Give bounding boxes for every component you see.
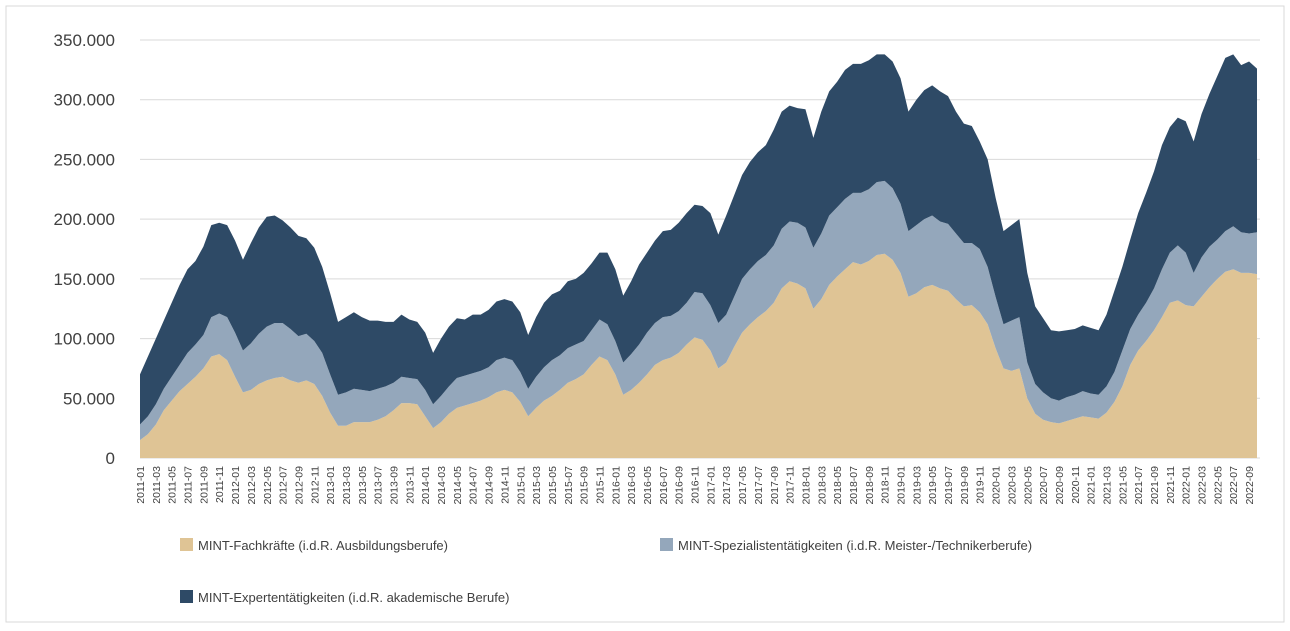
x-tick-label: 2011-07 bbox=[183, 466, 195, 504]
x-tick-label: 2014-07 bbox=[468, 466, 480, 505]
x-tick-label: 2017-03 bbox=[721, 466, 733, 505]
x-tick-label: 2018-07 bbox=[848, 466, 860, 505]
y-tick-label: 250.000 bbox=[54, 150, 115, 169]
x-tick-label: 2019-03 bbox=[911, 466, 923, 505]
x-tick-label: 2022-07 bbox=[1228, 466, 1240, 505]
x-tick-label: 2019-09 bbox=[959, 466, 971, 505]
x-tick-label: 2021-01 bbox=[1086, 466, 1098, 505]
x-tick-label: 2012-11 bbox=[309, 466, 321, 504]
x-tick-label: 2017-09 bbox=[769, 466, 781, 505]
x-tick-label: 2017-11 bbox=[785, 466, 797, 504]
x-tick-label: 2015-07 bbox=[563, 466, 575, 505]
x-tick-label: 2015-01 bbox=[515, 466, 527, 505]
x-tick-label: 2012-07 bbox=[278, 466, 290, 505]
x-tick-label: 2011-01 bbox=[135, 466, 147, 504]
x-tick-label: 2012-03 bbox=[246, 466, 258, 505]
x-tick-label: 2022-01 bbox=[1181, 466, 1193, 505]
x-tick-label: 2019-05 bbox=[927, 466, 939, 505]
x-tick-label: 2018-01 bbox=[800, 466, 812, 505]
y-tick-label: 50.000 bbox=[63, 389, 115, 408]
x-tick-label: 2016-07 bbox=[658, 466, 670, 505]
x-tick-label: 2021-05 bbox=[1117, 466, 1129, 505]
x-tick-label: 2021-03 bbox=[1101, 466, 1113, 505]
y-tick-label: 0 bbox=[106, 449, 115, 468]
x-tick-label: 2012-05 bbox=[262, 466, 274, 505]
x-tick-label: 2021-09 bbox=[1149, 466, 1161, 505]
x-tick-label: 2022-09 bbox=[1244, 466, 1256, 505]
x-tick-label: 2015-11 bbox=[594, 466, 606, 504]
x-tick-label: 2014-03 bbox=[436, 466, 448, 505]
x-tick-label: 2022-03 bbox=[1197, 466, 1209, 505]
x-tick-label: 2020-07 bbox=[1038, 466, 1050, 505]
x-tick-label: 2018-11 bbox=[880, 466, 892, 504]
legend-label: MINT-Spezialistentätigkeiten (i.d.R. Mei… bbox=[678, 538, 1032, 553]
x-tick-label: 2020-05 bbox=[1022, 466, 1034, 505]
x-tick-label: 2018-05 bbox=[832, 466, 844, 505]
x-tick-label: 2020-09 bbox=[1054, 466, 1066, 505]
x-tick-label: 2020-03 bbox=[1006, 466, 1018, 505]
y-tick-label: 350.000 bbox=[54, 31, 115, 50]
x-tick-label: 2011-03 bbox=[151, 466, 163, 504]
y-tick-label: 300.000 bbox=[54, 91, 115, 110]
x-tick-label: 2013-05 bbox=[357, 466, 369, 505]
x-tick-label: 2017-01 bbox=[705, 466, 717, 505]
x-tick-label: 2018-03 bbox=[816, 466, 828, 505]
area bbox=[140, 54, 1257, 425]
x-tick-label: 2013-07 bbox=[373, 466, 385, 505]
x-tick-label: 2011-11 bbox=[214, 466, 226, 503]
x-tick-label: 2014-09 bbox=[484, 466, 496, 505]
legend-label: MINT-Fachkräfte (i.d.R. Ausbildungsberuf… bbox=[198, 538, 448, 553]
x-tick-label: 2012-09 bbox=[293, 466, 305, 505]
x-tick-label: 2016-01 bbox=[610, 466, 622, 505]
x-tick-label: 2013-01 bbox=[325, 466, 337, 505]
x-tick-label: 2019-11 bbox=[975, 466, 987, 504]
x-tick-label: 2016-09 bbox=[674, 466, 686, 505]
x-tick-label: 2017-07 bbox=[753, 466, 765, 505]
x-tick-label: 2020-01 bbox=[991, 466, 1003, 505]
x-tick-label: 2015-05 bbox=[547, 466, 559, 505]
x-tick-label: 2011-05 bbox=[167, 466, 179, 504]
x-tick-label: 2016-11 bbox=[690, 466, 702, 504]
legend-swatch bbox=[180, 538, 193, 551]
x-tick-label: 2020-11 bbox=[1070, 466, 1082, 504]
legend-swatch bbox=[660, 538, 673, 551]
x-tick-label: 2021-11 bbox=[1165, 466, 1177, 504]
area bbox=[140, 253, 1257, 458]
area bbox=[140, 180, 1257, 441]
x-tick-label: 2011-09 bbox=[198, 466, 210, 504]
x-tick-label: 2019-07 bbox=[943, 466, 955, 505]
x-tick-label: 2015-09 bbox=[579, 466, 591, 505]
x-tick-label: 2013-09 bbox=[389, 466, 401, 505]
y-tick-label: 150.000 bbox=[54, 270, 115, 289]
y-tick-label: 200.000 bbox=[54, 210, 115, 229]
x-tick-label: 2012-01 bbox=[230, 466, 242, 505]
x-tick-label: 2016-03 bbox=[626, 466, 638, 505]
y-tick-label: 100.000 bbox=[54, 330, 115, 349]
x-tick-label: 2021-07 bbox=[1133, 466, 1145, 505]
x-tick-label: 2017-05 bbox=[737, 466, 749, 505]
chart-border bbox=[5, 5, 1285, 623]
x-tick-label: 2014-11 bbox=[499, 466, 511, 504]
x-tick-label: 2022-05 bbox=[1212, 466, 1224, 505]
x-tick-label: 2019-01 bbox=[896, 466, 908, 505]
legend-swatch bbox=[180, 590, 193, 603]
x-tick-label: 2014-05 bbox=[452, 466, 464, 505]
x-tick-label: 2016-05 bbox=[642, 466, 654, 505]
legend-label: MINT-Expertentätigkeiten (i.d.R. akademi… bbox=[198, 590, 509, 605]
x-tick-label: 2015-03 bbox=[531, 466, 543, 505]
x-tick-label: 2018-09 bbox=[864, 466, 876, 505]
x-tick-label: 2013-11 bbox=[404, 466, 416, 504]
x-tick-label: 2014-01 bbox=[420, 466, 432, 505]
x-tick-label: 2013-03 bbox=[341, 466, 353, 505]
